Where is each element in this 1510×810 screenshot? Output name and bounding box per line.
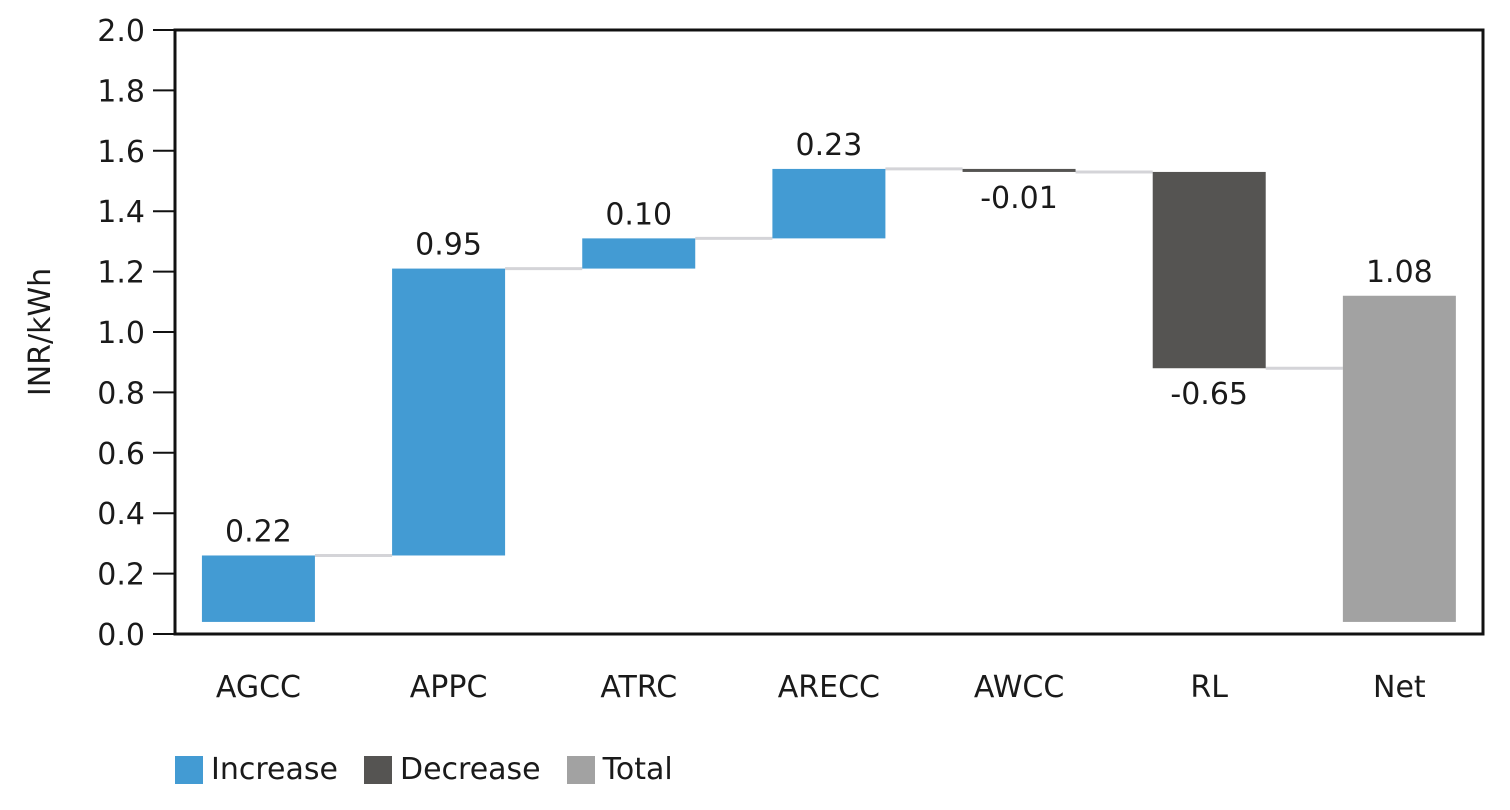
legend-item-increase: Increase <box>175 752 338 787</box>
y-tick-label: 1.0 <box>97 316 145 351</box>
y-tick-label: 1.6 <box>97 135 145 170</box>
data-label-net: 1.08 <box>1366 255 1433 290</box>
legend-label-increase: Increase <box>211 752 338 787</box>
x-tick-label-atrc: ATRC <box>600 670 677 705</box>
legend-item-total: Total <box>566 752 673 787</box>
y-tick-label: 0.2 <box>97 558 145 593</box>
y-tick-label: 0.4 <box>97 497 145 532</box>
legend-swatch-decrease <box>363 755 392 784</box>
y-tick-label: 0.0 <box>97 618 145 653</box>
bar-agcc <box>201 555 315 622</box>
legend-label-decrease: Decrease <box>399 752 541 787</box>
legend-item-decrease: Decrease <box>363 752 541 787</box>
data-label-agcc: 0.22 <box>225 514 292 549</box>
x-tick-label-agcc: AGCC <box>216 670 301 705</box>
bar-awcc <box>962 168 1076 172</box>
y-axis-title: INR/kWh <box>23 268 58 396</box>
y-tick-label: 0.8 <box>97 376 145 411</box>
bar-atrc <box>582 238 696 269</box>
bar-appc <box>392 268 506 556</box>
legend-swatch-total <box>566 755 595 784</box>
y-tick-label: 1.2 <box>97 256 145 291</box>
legend-label-total: Total <box>602 752 673 787</box>
x-tick-label-awcc: AWCC <box>974 670 1064 705</box>
y-axis-ticks: 0.0 0.2 0.4 0.6 0.8 1.0 1.2 1.4 1.6 1.8 2.0 <box>97 14 175 653</box>
y-tick-label: 0.6 <box>97 437 145 472</box>
y-tick-label: 1.8 <box>97 74 145 109</box>
bar-net <box>1342 295 1456 622</box>
bars <box>201 168 1456 622</box>
data-labels: 0.22 0.95 0.10 0.23 -0.01 -0.65 1.08 <box>225 128 1433 550</box>
data-label-awcc: -0.01 <box>980 181 1058 216</box>
x-tick-label-appc: APPC <box>410 670 488 705</box>
bar-arecc <box>772 168 886 239</box>
data-label-rl: -0.65 <box>1170 377 1248 412</box>
waterfall-chart: 0.00.20.40.60.81.01.21.41.61.82.0 0.220.… <box>23 14 1485 705</box>
y-tick-label: 1.4 <box>97 195 145 230</box>
legend: Increase Decrease Total <box>175 752 673 787</box>
x-tick-label-rl: RL <box>1190 670 1228 705</box>
x-tick-label-arecc: ARECC <box>778 670 880 705</box>
bar-rl <box>1152 171 1266 369</box>
legend-swatch-increase <box>175 755 203 784</box>
connector-lines <box>314 167 1343 557</box>
x-tick-label-net: Net <box>1373 670 1426 705</box>
data-label-arecc: 0.23 <box>796 128 863 163</box>
data-label-appc: 0.95 <box>415 228 482 263</box>
y-tick-label: 2.0 <box>97 14 145 49</box>
x-axis-labels: AGCC APPC ATRC ARECC AWCC RL Net <box>216 670 1426 705</box>
plot-frame <box>173 28 1485 636</box>
data-label-atrc: 0.10 <box>605 197 672 232</box>
